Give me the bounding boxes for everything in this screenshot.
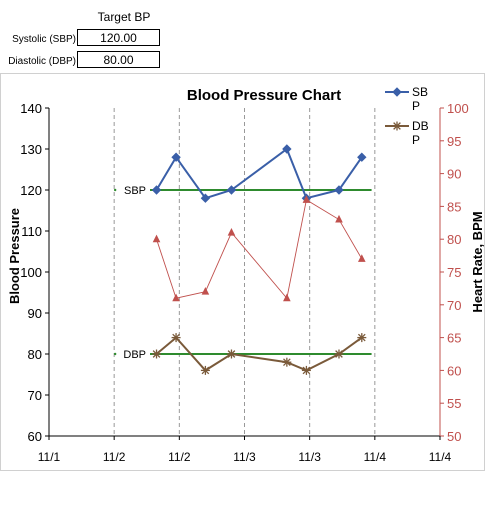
data-point-triangle — [152, 234, 161, 243]
x-tick-label: 11/2 — [103, 450, 126, 464]
y-tick-label: 90 — [28, 306, 42, 321]
y2-tick-label: 90 — [447, 167, 461, 182]
y2-tick-label: 80 — [447, 232, 461, 247]
data-point-star-stroke — [302, 366, 311, 375]
series-line-dbp — [155, 336, 363, 372]
data-point-triangle — [172, 293, 180, 302]
x-tick-label: 11/1 — [38, 450, 61, 464]
y-tick-label: 70 — [28, 388, 42, 403]
legend-label-cont: P — [412, 99, 420, 113]
target-label-dbp: DBP — [123, 349, 146, 361]
y2-tick-label: 95 — [447, 134, 461, 149]
data-point-star-stroke — [172, 333, 180, 342]
data-point-star — [152, 349, 162, 359]
y2-tick-label: 75 — [447, 265, 461, 280]
target-bp-title: Target BP — [97, 10, 151, 24]
series-layer — [151, 144, 367, 375]
diastolic-label: Diastolic (DBP) — [8, 56, 76, 67]
y2-tick-label: 100 — [447, 101, 469, 116]
x-tick-label: 11/3 — [298, 450, 321, 464]
chart-frame — [0, 73, 485, 471]
data-point-star — [226, 349, 236, 359]
data-point-triangle — [335, 214, 343, 223]
y2-tick-label: 50 — [447, 429, 461, 444]
systolic-value-cell[interactable]: 120.00 — [77, 29, 160, 46]
y-tick-label: 120 — [20, 183, 42, 198]
legend-label: SB — [412, 85, 428, 99]
data-point-star — [392, 121, 402, 131]
y-tick-label: 130 — [20, 142, 42, 157]
data-point-diamond — [357, 152, 367, 162]
target-dot-dbp — [113, 352, 117, 356]
data-point-diamond — [171, 152, 181, 162]
data-point-diamond — [226, 185, 237, 195]
chart-title: Blood Pressure Chart — [187, 87, 341, 104]
data-point-triangle — [283, 293, 291, 302]
x-tick-label: 11/4 — [429, 450, 452, 464]
legend-label: DB — [412, 119, 429, 133]
legend-label-cont: P — [412, 133, 420, 147]
y2-tick-label: 65 — [447, 331, 461, 346]
y2-tick-label: 70 — [447, 298, 461, 313]
y-tick-label: 100 — [20, 265, 42, 280]
y2-tick-label: 85 — [447, 199, 461, 214]
data-point-star-stroke — [357, 333, 366, 342]
y-tick-label: 60 — [28, 429, 42, 444]
x-tick-label: 11/3 — [233, 450, 256, 464]
series-line-sbp — [155, 147, 363, 200]
data-point-star — [282, 357, 292, 367]
data-point-star — [200, 365, 210, 375]
data-point-diamond — [334, 185, 344, 195]
data-point-star-stroke — [335, 350, 343, 358]
y-tick-label: 140 — [20, 101, 42, 116]
data-point-star — [357, 333, 367, 343]
y-tick-label: 80 — [28, 347, 42, 362]
data-point-star — [171, 333, 181, 343]
data-point-triangle — [357, 254, 366, 262]
systolic-label: Systolic (SBP) — [12, 34, 76, 45]
y-axis-label: Blood Pressure — [7, 208, 22, 304]
data-point-star-stroke — [227, 350, 236, 358]
data-point-star — [334, 349, 344, 359]
data-point-diamond — [392, 87, 402, 97]
target-dot-sbp — [113, 188, 117, 192]
x-tick-label: 11/2 — [168, 450, 191, 464]
y2-tick-label: 55 — [447, 396, 461, 411]
axis-layer: 60 70 80 90 100 110 120 130 140 50 55 60 65 70 75 80 85 9… — [20, 101, 468, 464]
y-tick-label: 110 — [21, 224, 42, 239]
data-point-diamond — [151, 185, 162, 195]
target-layer: SBP DBP — [113, 185, 372, 361]
data-point-star-stroke — [201, 366, 210, 375]
data-point-diamond — [282, 144, 292, 154]
data-point-star-stroke — [283, 358, 291, 367]
data-point-triangle — [302, 195, 311, 203]
data-point-star-stroke — [152, 350, 161, 358]
data-point-triangle — [227, 228, 236, 236]
data-point-triangle — [201, 287, 210, 295]
diastolic-value-cell[interactable]: 80.00 — [77, 51, 160, 68]
y2-tick-label: 60 — [447, 363, 461, 378]
y2-axis-label: Heart Rate, BPM — [470, 211, 485, 312]
data-point-diamond — [200, 193, 211, 203]
x-tick-label: 11/4 — [364, 450, 387, 464]
target-label-sbp: SBP — [124, 185, 146, 197]
data-point-star — [301, 365, 311, 375]
data-point-star-stroke — [393, 122, 401, 130]
series-line-heart-rate — [156, 199, 363, 300]
